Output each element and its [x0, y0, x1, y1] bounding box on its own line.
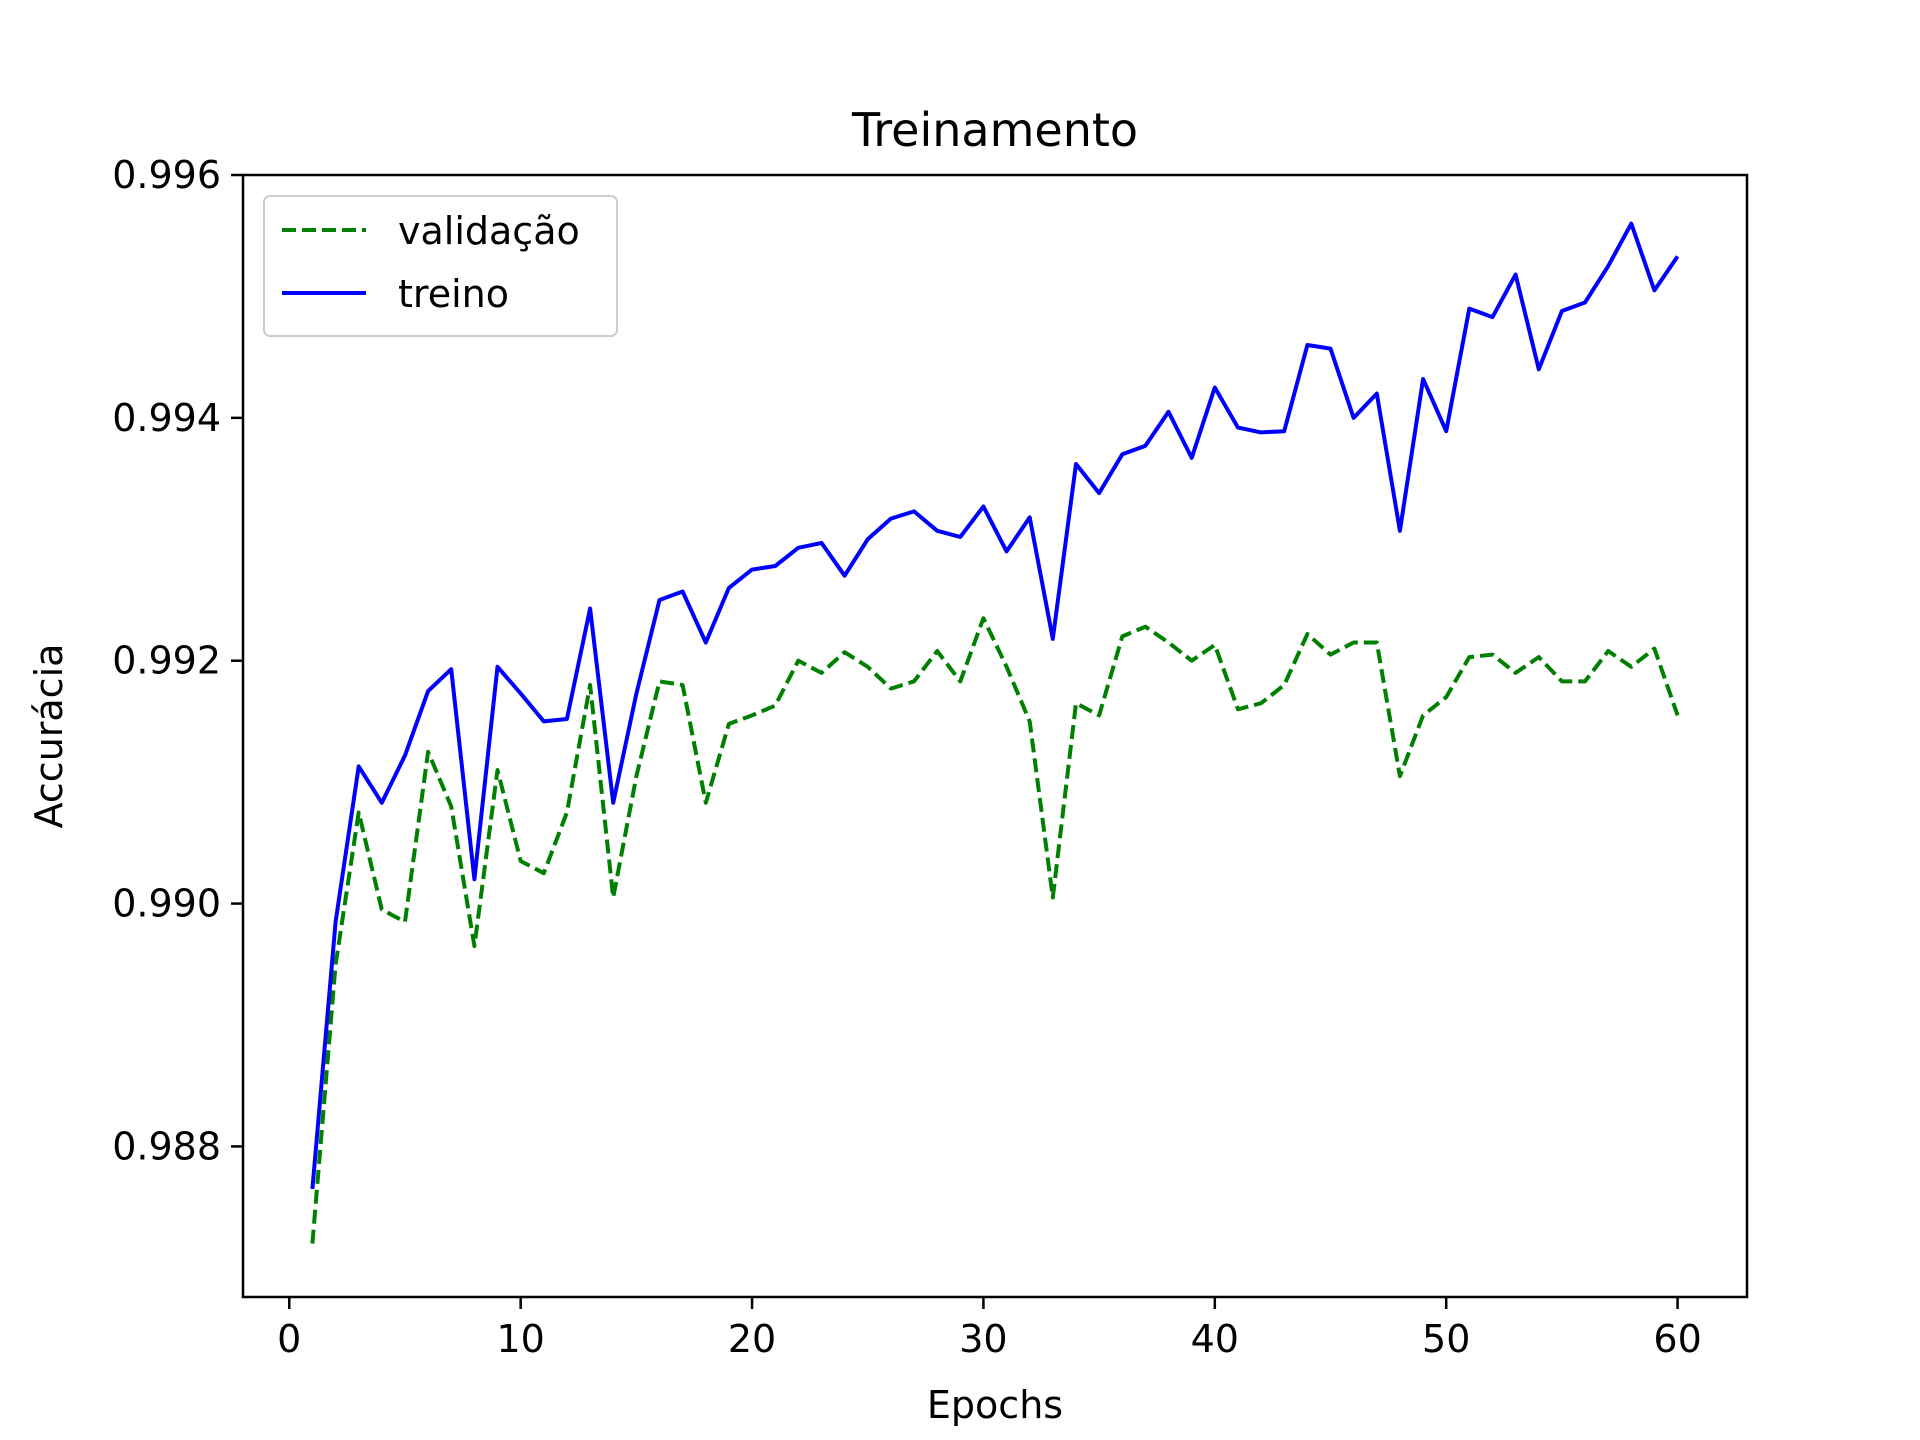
y-tick-label: 0.994 — [112, 396, 221, 440]
chart-title: Treinamento — [851, 103, 1138, 157]
plot-frame — [241, 173, 1749, 1299]
x-tick-label: 50 — [1422, 1317, 1470, 1361]
y-tick-label: 0.996 — [112, 153, 221, 197]
series-line-validacao — [310, 616, 1680, 1244]
x-tick-label: 60 — [1653, 1317, 1701, 1361]
series-line-treino — [310, 221, 1680, 1190]
x-tick-label: 30 — [959, 1317, 1007, 1361]
y-axis: 0.988 0.990 0.992 0.994 0.996 — [112, 153, 243, 1168]
y-tick-label: 0.990 — [112, 882, 221, 926]
y-tick-label: 0.988 — [112, 1124, 221, 1168]
x-tick-label: 40 — [1191, 1317, 1239, 1361]
legend: validação treino — [263, 195, 618, 337]
x-axis-title: Epochs — [927, 1383, 1063, 1427]
y-tick-label: 0.992 — [112, 639, 221, 683]
y-axis-title: Accurácia — [27, 644, 71, 829]
x-tick-label: 0 — [277, 1317, 301, 1361]
series-layer — [310, 221, 1680, 1244]
x-tick-label: 10 — [496, 1317, 544, 1361]
legend-label-treino: treino — [398, 272, 509, 316]
x-tick-label: 20 — [728, 1317, 776, 1361]
x-axis: 0 10 20 30 40 50 60 — [277, 1297, 1702, 1361]
legend-label-validacao: validação — [398, 209, 580, 253]
